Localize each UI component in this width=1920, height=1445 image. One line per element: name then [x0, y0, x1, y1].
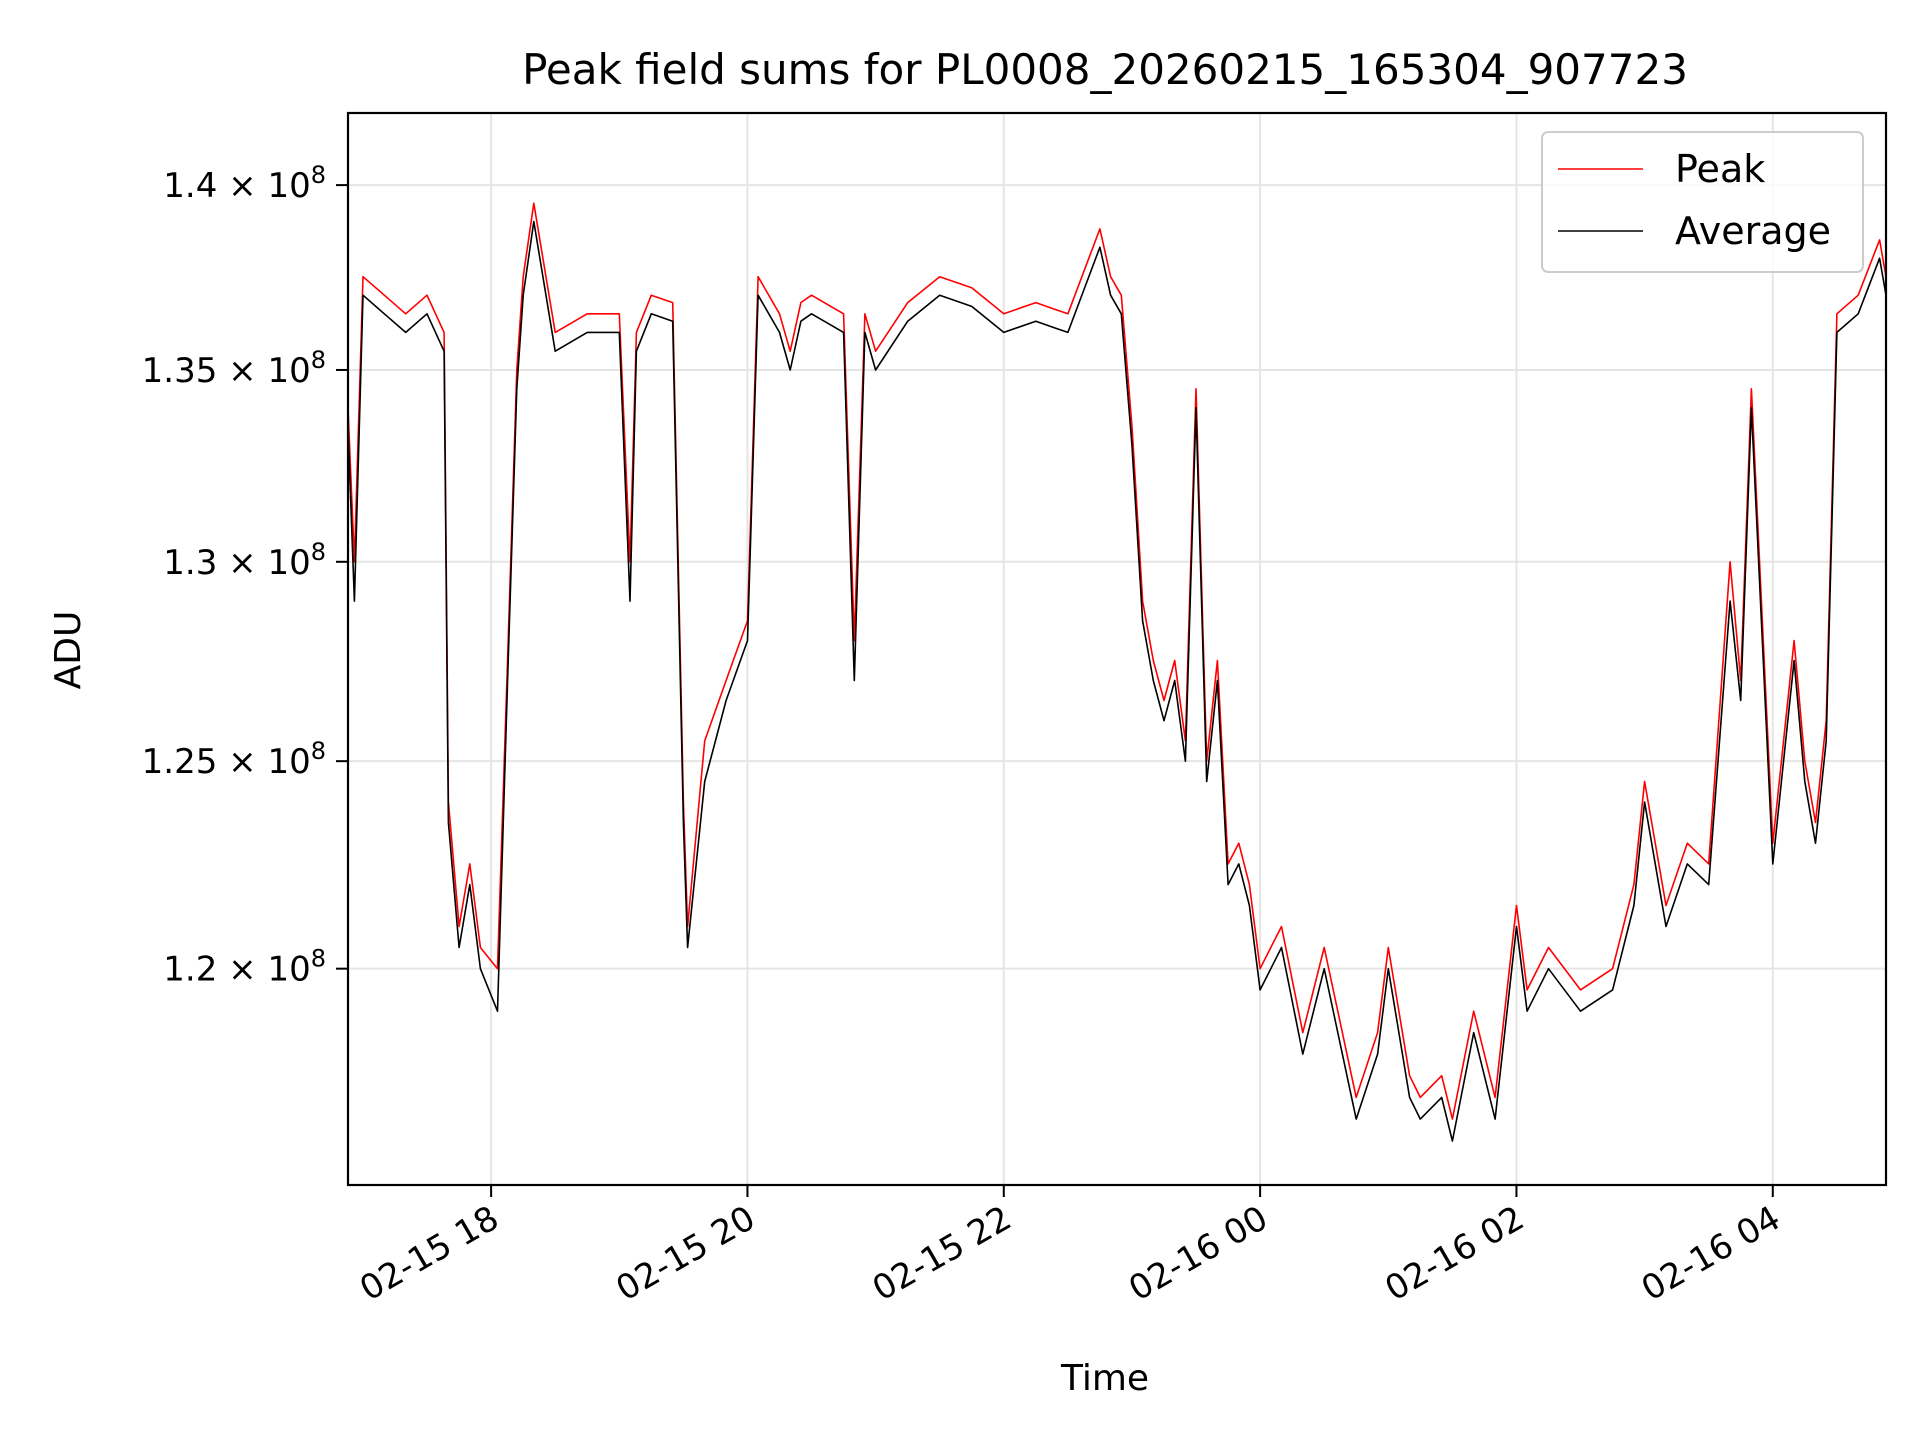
- y-tick-label: 1.25 × 108: [142, 737, 326, 782]
- y-axis-ticks: 1.2 × 108 1.25 × 108 1.3 × 108 1.35 × 108 1.…: [142, 161, 348, 990]
- x-axis-label: Time: [1060, 1358, 1149, 1399]
- series-lines: [347, 202, 1887, 1142]
- y-tick-label: 1.3 × 108: [163, 538, 326, 583]
- legend-box: [1541, 131, 1864, 273]
- series-line-average: [347, 220, 1887, 1142]
- y-tick-label: 1.4 × 108: [163, 161, 326, 206]
- y-axis-label: ADU: [48, 611, 89, 690]
- legend-label-average: Average: [1675, 209, 1831, 253]
- y-tick-label: 1.35 × 108: [142, 346, 326, 391]
- legend: Peak Average: [1541, 131, 1864, 273]
- legend-label-peak: Peak: [1675, 147, 1765, 191]
- plot-area-frame: [346, 111, 1888, 1187]
- y-tick-label: 1.2 × 108: [163, 945, 326, 990]
- chart-title: Peak field sums for PL0008_20260215_1653…: [522, 45, 1688, 94]
- series-line-peak: [347, 202, 1887, 1120]
